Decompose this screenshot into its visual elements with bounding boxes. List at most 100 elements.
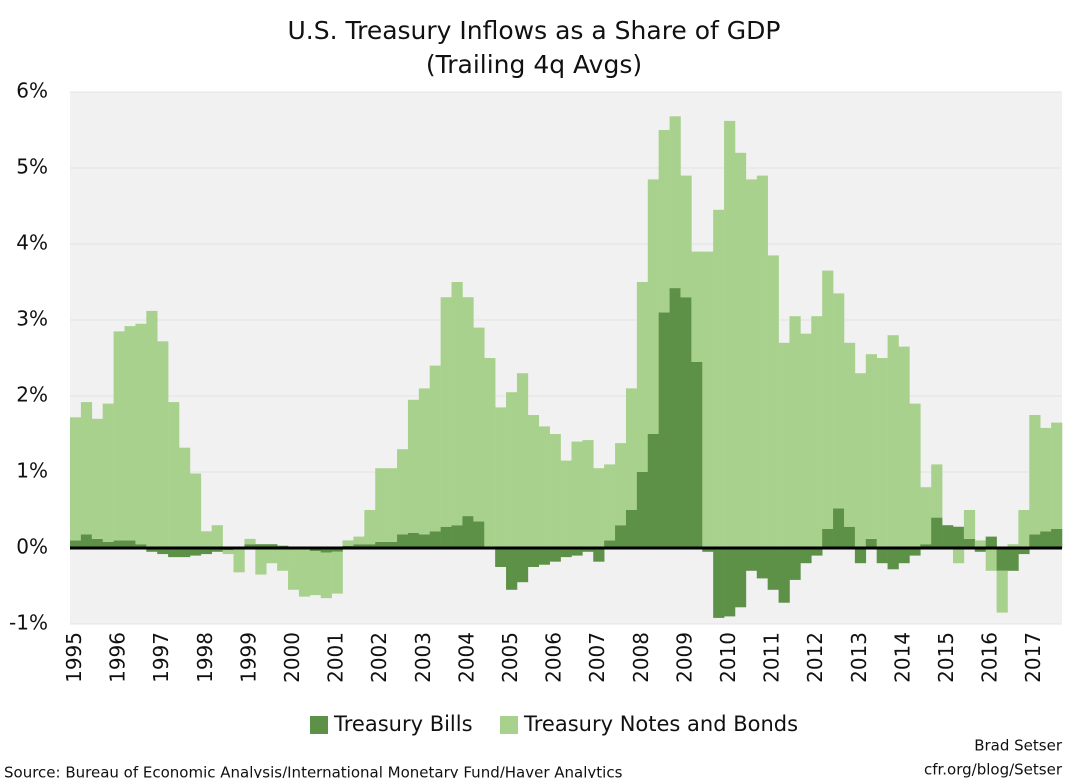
bar-segment [822,529,834,548]
bar-segment [691,251,703,362]
bar-segment [876,358,888,548]
bar-segment [462,297,474,517]
y-tick-label: 5% [16,155,48,179]
bar-segment [407,399,420,533]
x-tick-label: 2011 [760,632,784,683]
bar-segment [833,293,845,509]
bar-segment [680,175,692,298]
x-tick-label: 2016 [978,632,1002,683]
bar-segment [157,548,169,555]
x-tick-label: 2009 [672,632,696,683]
x-tick-label: 2008 [629,632,653,683]
bar-segment [963,510,976,539]
bar-segment [135,323,147,545]
bar-segment [440,526,452,548]
bar-segment [80,402,93,535]
bar-segment [549,548,561,562]
x-tick-label: 2001 [324,632,348,683]
bar-segment [320,552,332,599]
bar-segment [920,487,932,545]
x-tick-label: 2010 [716,632,740,683]
bar-segment [506,548,518,590]
bar-segment [854,548,867,564]
bar-segment [789,548,801,580]
bar-segment [484,358,496,547]
bar-segment [615,525,627,548]
chart-title: U.S. Treasury Inflows as a Share of GDP [288,16,781,45]
bar-segment [386,468,398,542]
bar-segment [756,175,768,548]
bar-segment [615,443,627,526]
x-tick-label: 2005 [498,632,522,683]
x-tick-label: 2014 [890,632,914,683]
bar-segment [342,540,354,546]
bar-segment [418,388,431,535]
bar-segment [168,548,180,558]
bar-segment [70,417,82,541]
bar-segment [604,464,616,541]
bar-segment [179,548,191,558]
bar-segment [124,326,136,541]
bar-segment [146,548,158,552]
bar-segment [1051,422,1063,529]
bar-segment [604,540,616,548]
bar-segment [691,361,703,548]
bar-segment [244,544,256,548]
bar-segment [1040,427,1052,532]
bar-segment [407,532,420,548]
bar-segment [353,544,365,548]
x-tick-label: 2017 [1021,632,1045,683]
bar-segment [865,354,877,539]
y-tick-label: -1% [9,611,48,635]
author: Brad Setser [974,737,1063,755]
bar-segment [560,548,572,558]
bar-segment [865,538,877,548]
bar-segment [516,548,529,583]
bar-segment [625,510,638,548]
bar-segment [647,434,659,548]
bar-segment [931,517,943,548]
bar-segment [309,551,322,596]
bar-segment [462,516,474,548]
bar-segment [189,473,202,548]
bar-segment [767,255,779,548]
x-tick-label: 1998 [193,632,217,683]
bar-segment [909,548,921,556]
x-tick-label: 1997 [149,632,173,683]
bar-segment [200,531,213,548]
bar-segment [778,548,790,603]
x-tick-label: 2006 [542,632,566,683]
x-tick-label: 2015 [934,632,958,683]
bar-segment [593,468,605,548]
bar-segment [451,525,463,548]
bar-segment [70,540,82,548]
bar-segment [560,460,572,548]
y-tick-label: 0% [16,535,48,559]
bar-segment [680,297,692,548]
bar-segment [353,536,365,545]
bar-segment [266,544,278,548]
bar-segment [429,531,441,548]
bar-segment [702,548,714,552]
bar-segment [397,449,409,535]
bar-segment [713,209,725,549]
bar-segment [996,548,1008,571]
bar-segment [538,548,550,565]
bar-segment [91,538,104,548]
bar-segment [876,548,888,564]
bar-segment [713,548,725,618]
bar-segment [549,434,561,548]
bar-segment [527,548,540,567]
bar-segment [1007,548,1019,571]
bar-segment [952,548,965,564]
bar-segment [429,365,441,532]
bar-segment [222,550,234,555]
bar-segment [985,548,997,571]
bar-segment [898,346,910,548]
bar-segment [495,407,507,548]
bar-segment [833,508,845,548]
bar-segment [767,548,779,590]
legend-label: Treasury Bills [333,712,473,736]
bar-segment [658,312,670,548]
